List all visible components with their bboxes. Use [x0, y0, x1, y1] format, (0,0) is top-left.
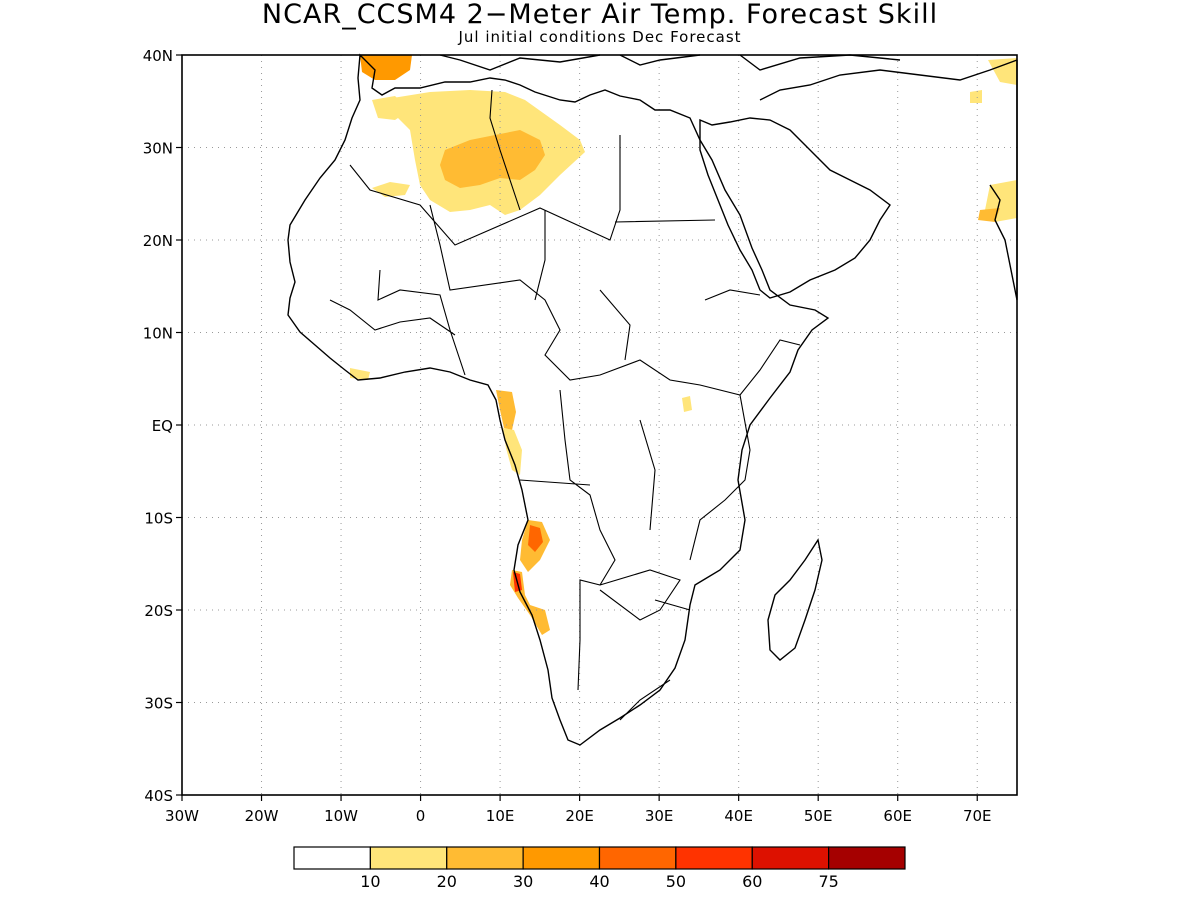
- map-frame: [181, 54, 1018, 796]
- colorbar-label: 10: [360, 872, 380, 891]
- lon-label: 20W: [245, 807, 279, 825]
- lon-labels: 30W 20W 10W 0 10E 20E 30E 40E 50E 60E 70E: [165, 807, 991, 825]
- colorbar-label: 60: [742, 872, 762, 891]
- skill-region-gabon-coast: [496, 390, 516, 430]
- colorbar: 10 20 30 40 50 60 75: [293, 846, 906, 891]
- lat-label: 30S: [144, 695, 173, 713]
- skill-region-tunisia: [372, 96, 410, 120]
- colorbar-swatch: [828, 846, 906, 870]
- skill-region-north-pakistan: [988, 58, 1017, 85]
- colorbar-swatch: [369, 846, 448, 870]
- colorbar-label: 40: [589, 872, 609, 891]
- chart-subtitle: Jul initial conditions Dec Forecast: [458, 28, 742, 46]
- lon-label: 0: [416, 807, 426, 825]
- colorbar-label: 75: [818, 872, 838, 891]
- lat-label: 20N: [143, 232, 173, 250]
- skill-region-morocco-west: [372, 182, 410, 197]
- lat-label: 40S: [144, 787, 173, 805]
- lat-label: 20S: [144, 602, 173, 620]
- lon-label: 30E: [645, 807, 674, 825]
- skill-region-angola-core: [528, 525, 543, 552]
- gridlines: [182, 55, 1017, 795]
- colorbar-swatch: [446, 846, 524, 870]
- lat-label: EQ: [152, 417, 173, 435]
- iran-outline: [759, 59, 1018, 101]
- skill-region-algeria-core: [440, 130, 545, 188]
- lon-label: 40E: [724, 807, 753, 825]
- colorbar-label: 20: [437, 872, 457, 891]
- lat-label: 10N: [143, 325, 173, 343]
- colorbar-swatch: [751, 846, 830, 870]
- chart-title: NCAR_CCSM4 2−Meter Air Temp. Forecast Sk…: [261, 0, 939, 30]
- colorbar-swatch: [522, 846, 601, 870]
- colorbar-swatch: [293, 846, 371, 870]
- lat-label: 10S: [144, 510, 173, 528]
- arabia-outline: [699, 117, 891, 299]
- colorbar-swatch: [598, 846, 677, 870]
- country-borders: [329, 89, 801, 721]
- colorbar-label: 30: [513, 872, 533, 891]
- axis-ticks: [176, 54, 978, 801]
- madagascar-outline: [767, 538, 823, 661]
- africa-outline: [287, 53, 830, 746]
- skill-region-gujarat: [978, 208, 1000, 222]
- colorbar-swatch: [675, 846, 753, 870]
- lon-label: 20E: [565, 807, 594, 825]
- coastline: [287, 53, 1018, 746]
- lat-labels: 40N 30N 20N 10N EQ 10S 20S 30S 40S: [143, 47, 173, 805]
- europe-coast: [439, 54, 901, 71]
- lon-label: 10E: [486, 807, 515, 825]
- skill-region-north-morocco: [360, 55, 412, 80]
- lon-label: 50E: [804, 807, 833, 825]
- skill-region-iran-small: [970, 90, 982, 103]
- skill-shading: [350, 55, 1017, 635]
- colorbar-label: 50: [666, 872, 686, 891]
- border-lines: [329, 89, 801, 721]
- lon-label: 60E: [883, 807, 912, 825]
- skill-region-congo-coast: [503, 428, 522, 475]
- lon-label: 70E: [963, 807, 992, 825]
- lon-label: 30W: [165, 807, 199, 825]
- india-outline: [989, 60, 1018, 301]
- lat-label: 30N: [143, 140, 173, 158]
- skill-region-lake-victoria: [682, 396, 692, 412]
- lon-label: 10W: [324, 807, 358, 825]
- lat-label: 40N: [143, 47, 173, 65]
- skill-region-ivory-coast: [350, 368, 370, 380]
